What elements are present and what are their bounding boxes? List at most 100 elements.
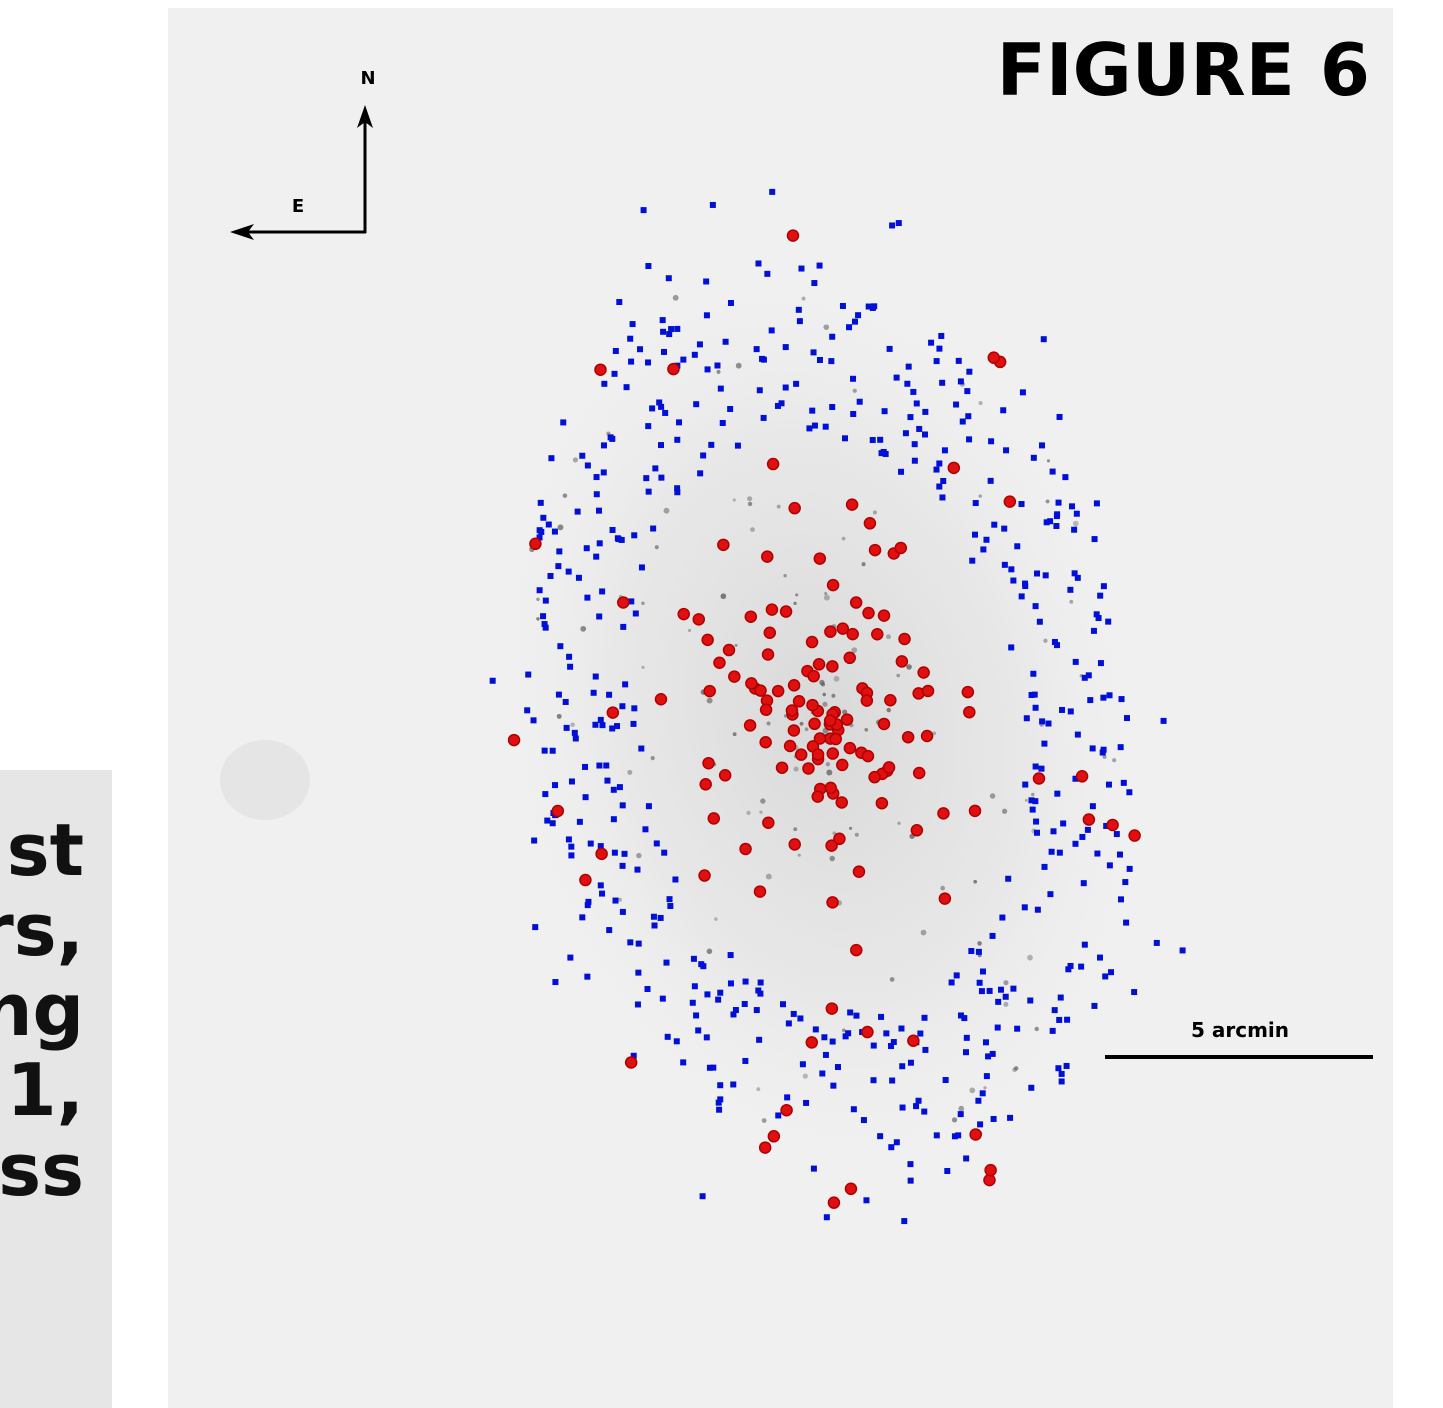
star <box>536 617 540 621</box>
red-marker <box>698 869 711 882</box>
blue-marker <box>917 1030 924 1037</box>
red-marker <box>868 543 882 557</box>
blue-marker <box>990 1115 997 1122</box>
blue-marker <box>757 979 764 986</box>
blue-marker <box>663 959 670 966</box>
blue-marker <box>809 407 816 414</box>
blue-marker <box>839 302 846 309</box>
blue-marker <box>722 338 729 345</box>
blue-marker <box>812 1026 819 1033</box>
blue-marker <box>1028 1084 1035 1091</box>
red-marker <box>1032 772 1046 785</box>
blue-marker <box>959 418 966 425</box>
blue-marker <box>661 849 668 856</box>
star <box>851 647 858 653</box>
red-marker <box>862 606 875 620</box>
blue-marker <box>565 568 572 575</box>
blue-marker <box>939 379 946 386</box>
red-marker <box>1075 770 1089 783</box>
red-marker <box>594 363 607 376</box>
red-marker <box>783 739 797 753</box>
red-marker <box>811 748 825 761</box>
blue-marker <box>1033 829 1040 836</box>
red-marker <box>761 648 775 661</box>
red-marker <box>707 812 721 825</box>
blue-marker <box>979 968 986 975</box>
blue-marker <box>1105 618 1112 625</box>
blue-marker <box>819 1070 826 1077</box>
blue-marker <box>955 357 962 364</box>
blue-marker <box>667 903 674 910</box>
blue-marker <box>1090 627 1097 634</box>
blue-marker <box>531 837 538 844</box>
blue-marker <box>710 1064 717 1071</box>
blue-marker <box>703 312 710 319</box>
blue-marker <box>811 280 818 287</box>
blue-marker <box>568 852 575 859</box>
blue-marker <box>619 802 626 809</box>
blue-marker <box>593 491 600 498</box>
blue-marker <box>642 826 649 833</box>
blue-marker <box>525 671 532 678</box>
blue-marker <box>1153 939 1160 946</box>
red-marker <box>829 732 843 746</box>
red-marker <box>920 729 934 743</box>
blue-marker <box>1047 518 1054 525</box>
star <box>735 362 742 369</box>
blue-marker <box>793 380 800 387</box>
blue-marker <box>1106 862 1113 869</box>
blue-marker <box>1001 561 1008 568</box>
blue-marker <box>621 850 628 857</box>
blue-marker <box>899 1063 906 1070</box>
star <box>906 664 912 670</box>
blue-marker <box>921 1014 928 1021</box>
star <box>978 494 982 498</box>
blue-marker <box>933 1132 940 1139</box>
blue-marker <box>587 840 594 847</box>
blue-marker <box>524 707 531 714</box>
blue-marker <box>1049 1027 1056 1034</box>
blue-marker <box>549 747 556 754</box>
blue-marker <box>551 528 558 535</box>
blue-marker <box>989 1050 996 1057</box>
blue-marker <box>542 791 549 798</box>
blue-marker <box>645 263 652 270</box>
blue-marker <box>1018 501 1025 508</box>
red-marker <box>812 658 826 671</box>
blue-marker <box>893 374 900 381</box>
blue-marker <box>717 989 724 996</box>
blue-marker <box>939 494 946 501</box>
blue-marker <box>933 466 940 473</box>
blue-marker <box>907 1161 914 1168</box>
blue-marker <box>878 1013 885 1020</box>
star <box>793 601 797 606</box>
blue-marker <box>1019 389 1026 396</box>
blue-marker <box>714 362 721 369</box>
blue-marker <box>612 348 619 355</box>
blue-marker <box>850 411 857 418</box>
blue-marker <box>904 380 911 387</box>
blue-marker <box>1034 906 1041 913</box>
blue-marker <box>742 1057 749 1064</box>
blue-marker <box>1089 745 1096 752</box>
blue-marker <box>850 1106 857 1113</box>
blue-marker <box>700 452 707 459</box>
blue-marker <box>1072 658 1079 665</box>
blue-marker <box>666 331 673 338</box>
blue-marker <box>1067 962 1074 969</box>
blue-marker <box>1010 985 1017 992</box>
blue-marker <box>715 996 722 1003</box>
red-marker <box>825 839 838 852</box>
star <box>654 545 659 550</box>
star <box>823 324 830 331</box>
red-marker <box>767 1130 781 1143</box>
blue-marker <box>1032 763 1039 770</box>
blue-marker <box>940 477 947 484</box>
blue-marker <box>690 955 697 962</box>
blue-marker <box>603 762 610 769</box>
blue-marker <box>957 1012 964 1019</box>
red-marker <box>759 735 772 749</box>
red-marker <box>826 747 840 760</box>
red-marker <box>1106 818 1119 832</box>
red-marker <box>807 669 820 683</box>
